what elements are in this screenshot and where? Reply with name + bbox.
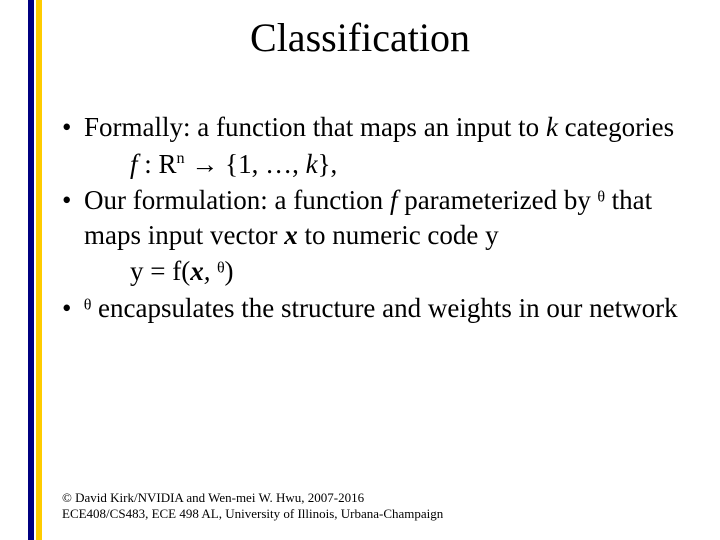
bullet-3: • ᶿ encapsulates the structure and weigh…: [62, 291, 690, 326]
bullet-dot: •: [62, 110, 84, 145]
slide-title: Classification: [0, 14, 720, 61]
accent-bar-yellow: [36, 0, 42, 540]
bullet-dot: •: [62, 291, 84, 326]
bullet-1-text: Formally: a function that maps an input …: [84, 110, 690, 145]
bullet-dot: •: [62, 183, 84, 252]
footer-line-2: ECE408/CS483, ECE 498 AL, University of …: [62, 506, 443, 522]
accent-bar-blue: [28, 0, 34, 540]
slide-footer: © David Kirk/NVIDIA and Wen-mei W. Hwu, …: [62, 490, 443, 523]
bullet-3-text: ᶿ encapsulates the structure and weights…: [84, 291, 690, 326]
bullet-1: • Formally: a function that maps an inpu…: [62, 110, 690, 145]
bullet-2-formula: y = f(x, ᶿ): [130, 254, 690, 289]
bullet-2-text: Our formulation: a function f parameteri…: [84, 183, 690, 252]
slide-body: • Formally: a function that maps an inpu…: [62, 110, 690, 327]
bullet-2: • Our formulation: a function f paramete…: [62, 183, 690, 252]
bullet-1-formula: f : Rn → {1, …, k},: [130, 147, 690, 182]
footer-line-1: © David Kirk/NVIDIA and Wen-mei W. Hwu, …: [62, 490, 443, 506]
slide: Classification • Formally: a function th…: [0, 0, 720, 540]
